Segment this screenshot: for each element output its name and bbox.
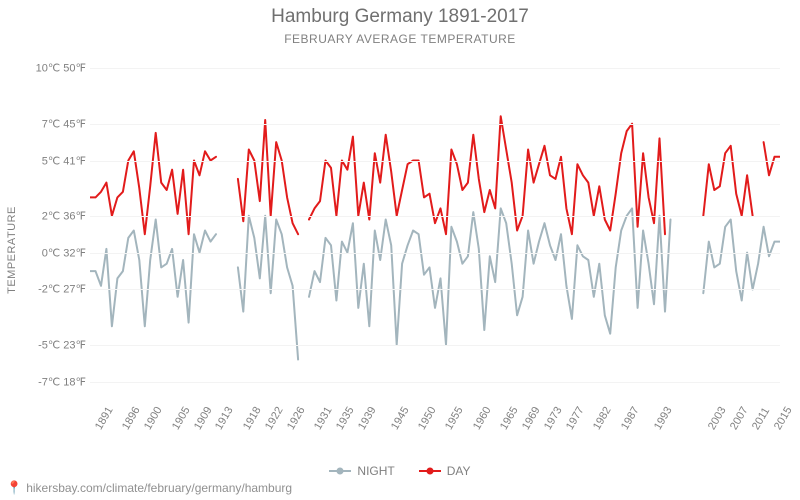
x-tick-label: 1987 (619, 405, 642, 432)
x-tick-label: 1960 (471, 405, 494, 432)
y-tick-label: -5℃ 23℉ (6, 338, 86, 351)
x-tick-label: 2011 (750, 406, 772, 432)
x-tick-label: 1891 (93, 405, 116, 432)
night-line (309, 208, 671, 344)
y-tick-label: 5℃ 41℉ (6, 154, 86, 167)
day-line (764, 142, 780, 175)
chart-svg (90, 50, 780, 400)
x-tick-label: 1909 (192, 405, 215, 432)
legend-item-night: NIGHT (329, 464, 394, 478)
day-line (90, 133, 216, 234)
x-tick-label: 1955 (443, 405, 466, 432)
y-tick-label: 2℃ 36℉ (6, 209, 86, 222)
grid-line (90, 124, 780, 125)
grid-line (90, 382, 780, 383)
y-tick-label: -2℃ 27℉ (6, 283, 86, 296)
legend-label-day: DAY (447, 464, 471, 478)
legend: NIGHT DAY (0, 464, 800, 478)
day-line (703, 146, 752, 216)
x-tick-label: 1993 (652, 405, 675, 432)
x-tick-label: 1900 (142, 405, 165, 432)
grid-line (90, 68, 780, 69)
legend-label-night: NIGHT (357, 464, 394, 478)
night-line (238, 216, 298, 360)
x-tick-label: 1935 (334, 405, 357, 432)
legend-swatch-night (329, 470, 351, 472)
grid-line (90, 345, 780, 346)
footer-link[interactable]: 📍 hikersbay.com/climate/february/germany… (6, 480, 292, 496)
x-tick-label: 1973 (542, 405, 565, 432)
grid-line (90, 161, 780, 162)
y-tick-label: -7℃ 18℉ (6, 375, 86, 388)
day-line (238, 120, 298, 234)
grid-line (90, 289, 780, 290)
x-tick-label: 1905 (170, 405, 193, 432)
night-line (90, 220, 216, 327)
location-pin-icon: 📍 (6, 480, 22, 496)
x-tick-label: 1965 (498, 405, 521, 432)
y-tick-label: 10℃ 50℉ (6, 62, 86, 75)
x-tick-label: 1896 (120, 405, 143, 432)
night-line (703, 220, 780, 301)
chart-container: Hamburg Germany 1891-2017 FEBRUARY AVERA… (0, 0, 800, 500)
footer-url: hikersbay.com/climate/february/germany/h… (26, 481, 292, 495)
x-tick-label: 1969 (520, 405, 543, 432)
plot-area (90, 50, 780, 400)
x-tick-label: 1945 (389, 405, 412, 432)
grid-line (90, 253, 780, 254)
x-tick-label: 2003 (706, 405, 729, 432)
y-tick-label: 7℃ 45℉ (6, 117, 86, 130)
x-tick-label: 1950 (416, 405, 439, 432)
x-tick-label: 1913 (213, 405, 236, 432)
x-tick-label: 1977 (564, 405, 587, 432)
legend-swatch-day (419, 470, 441, 472)
x-tick-label: 1931 (312, 405, 335, 432)
x-tick-label: 1918 (241, 405, 264, 432)
x-tick-label: 1939 (356, 405, 379, 432)
x-tick-label: 2007 (728, 405, 751, 432)
x-tick-label: 1982 (591, 405, 614, 432)
x-tick-label: 1926 (285, 405, 308, 432)
y-tick-label: 0℃ 32℉ (6, 246, 86, 259)
legend-item-day: DAY (419, 464, 471, 478)
chart-subtitle: FEBRUARY AVERAGE TEMPERATURE (0, 32, 800, 46)
chart-title: Hamburg Germany 1891-2017 (0, 6, 800, 28)
grid-line (90, 216, 780, 217)
x-tick-label: 1922 (263, 405, 286, 432)
x-tick-label: 2015 (772, 405, 795, 432)
